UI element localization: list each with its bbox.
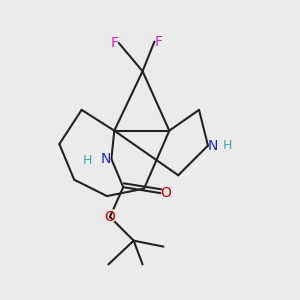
Text: O: O	[104, 210, 115, 224]
Text: O: O	[160, 184, 175, 202]
Text: N: N	[101, 152, 111, 166]
Text: F: F	[154, 34, 163, 49]
Text: O: O	[160, 186, 171, 200]
Text: N: N	[208, 139, 218, 152]
Text: H: H	[223, 138, 236, 153]
Text: F: F	[111, 36, 119, 50]
Text: N: N	[208, 136, 222, 154]
Text: F: F	[107, 34, 119, 52]
Text: H: H	[79, 153, 92, 168]
Text: H: H	[83, 154, 92, 167]
Text: H: H	[223, 139, 232, 152]
Text: O: O	[103, 208, 117, 226]
Text: F: F	[154, 32, 166, 50]
Text: N: N	[98, 150, 111, 168]
